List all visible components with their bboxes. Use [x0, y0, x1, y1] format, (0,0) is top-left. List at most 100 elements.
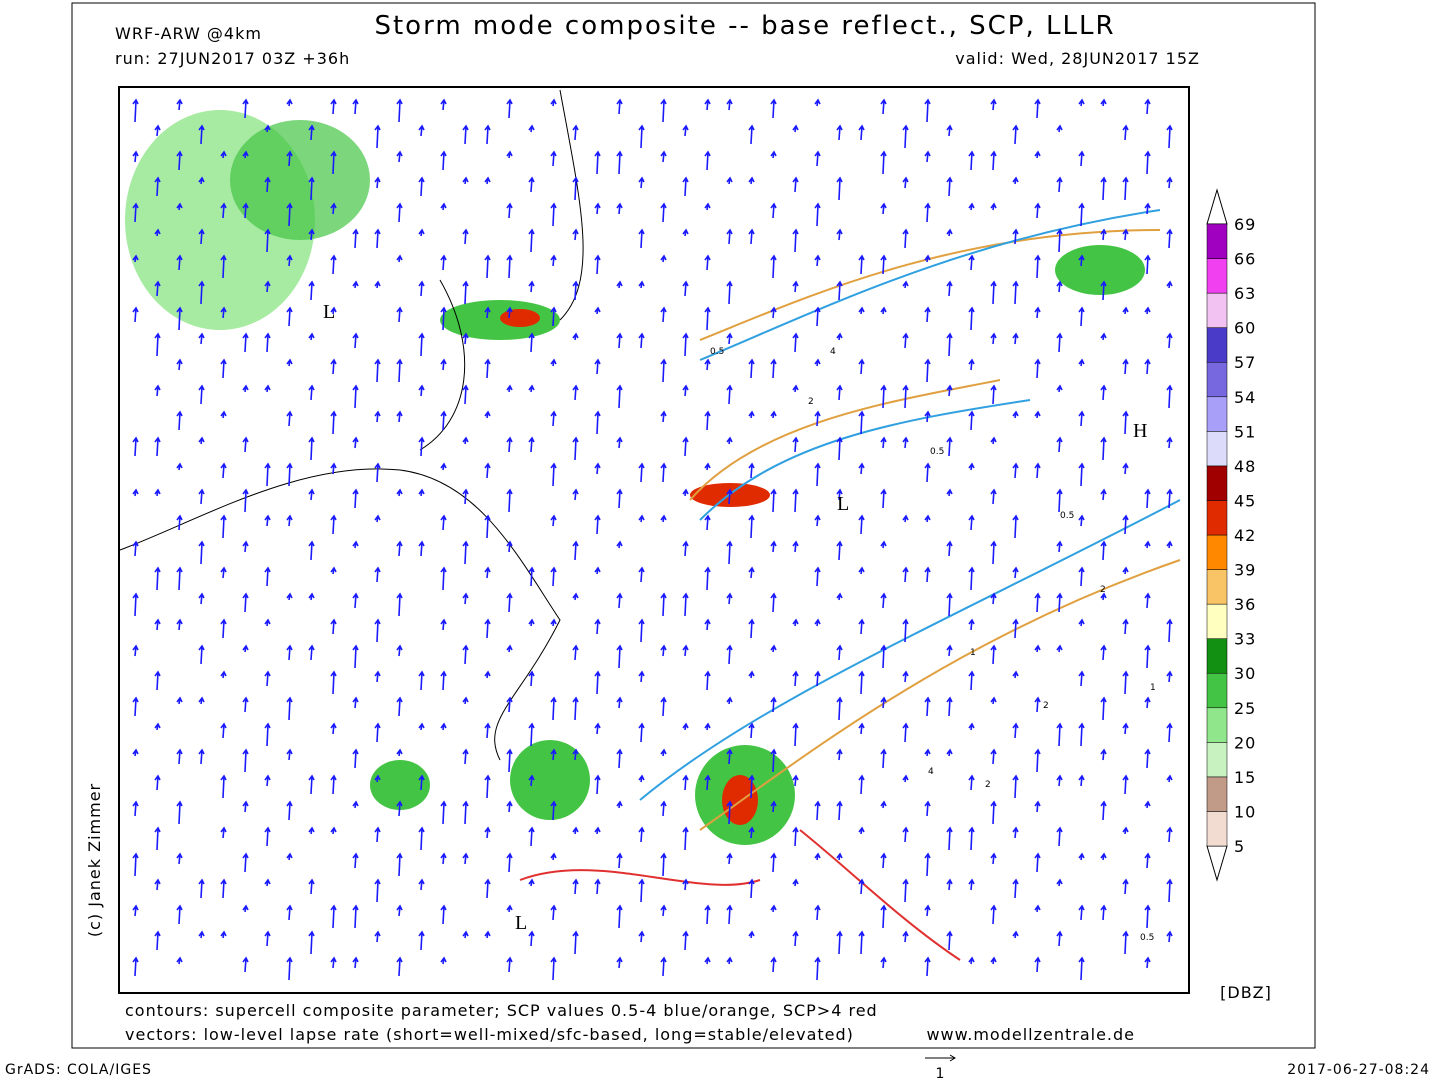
wind-vector	[242, 384, 249, 393]
wind-vector	[726, 748, 733, 765]
wind-vector	[924, 462, 931, 483]
colorbar-end	[1206, 845, 1228, 882]
wind-vector	[924, 150, 931, 163]
wind-vector	[902, 722, 909, 743]
wind-vector	[418, 384, 425, 397]
vectors-note: vectors: low-level lapse rate (short=wel…	[125, 1025, 854, 1044]
wind-vector	[792, 176, 799, 193]
wind-vector	[132, 488, 139, 497]
wind-vector	[352, 488, 359, 509]
wind-vector	[946, 540, 953, 557]
wind-vector	[682, 176, 689, 197]
wind-vector	[440, 514, 447, 531]
wind-vector	[572, 176, 579, 201]
wind-vector	[902, 124, 909, 149]
wind-vector	[440, 566, 447, 591]
run-label: run: 27JUN2017 03Z +36h	[115, 49, 350, 68]
contour-label: 2	[1100, 585, 1106, 595]
wind-vector	[792, 774, 799, 787]
wind-vector	[286, 202, 293, 227]
wind-vector	[352, 904, 359, 929]
wind-vector	[968, 826, 975, 851]
colorbar-label: 39	[1234, 561, 1256, 580]
wind-vector	[638, 670, 645, 683]
wind-vector	[858, 462, 865, 475]
wind-vector	[770, 306, 777, 319]
wind-vector	[792, 722, 799, 747]
wind-vector	[572, 228, 579, 241]
colorbar-end	[1206, 188, 1228, 225]
wind-vector	[308, 930, 315, 955]
wind-vector	[506, 696, 513, 713]
wind-vector	[220, 670, 227, 679]
wind-vector	[748, 514, 755, 539]
wind-vector	[836, 644, 843, 661]
wind-vector	[704, 410, 711, 431]
wind-vector	[704, 514, 711, 531]
wind-vector	[176, 306, 183, 331]
wind-vector	[374, 878, 381, 903]
wind-vector	[836, 930, 843, 955]
wind-vector	[528, 124, 535, 133]
wind-vector	[352, 852, 359, 869]
wind-vector	[726, 800, 733, 825]
wind-vector	[154, 176, 161, 197]
wind-vector	[418, 228, 425, 237]
wind-vector	[1100, 384, 1107, 401]
wind-vector	[770, 696, 777, 713]
wind-vector	[1012, 878, 1019, 899]
wind-vector	[1100, 540, 1107, 561]
wind-vector	[748, 878, 755, 899]
wind-vector	[748, 670, 755, 679]
wind-vector	[660, 696, 667, 717]
wind-vector	[880, 306, 887, 315]
wind-vector	[594, 306, 601, 315]
wind-vector	[1144, 306, 1151, 315]
wind-vector	[814, 566, 821, 587]
wind-vector	[242, 956, 249, 973]
wind-vector	[1078, 774, 1085, 787]
wind-vector	[154, 488, 161, 497]
wind-vector	[572, 436, 579, 461]
colorbar-label: 66	[1234, 250, 1256, 269]
wind-vector	[638, 176, 645, 189]
wind-vector	[176, 696, 183, 705]
colorbar-swatch	[1206, 361, 1228, 398]
wind-vector	[1122, 514, 1129, 535]
wind-vector	[242, 98, 249, 119]
wind-vector	[330, 514, 337, 535]
wind-vector	[330, 202, 337, 215]
wind-vector	[1012, 566, 1019, 579]
wind-vector	[1012, 514, 1019, 539]
wind-vector	[484, 826, 491, 839]
wind-vector	[836, 228, 843, 241]
wind-vector	[1078, 150, 1085, 167]
wind-vector	[968, 150, 975, 171]
wind-vector	[462, 436, 469, 445]
wind-vector	[242, 488, 249, 513]
wind-vector	[1034, 358, 1041, 379]
wind-vector	[594, 774, 601, 795]
wind-vector	[176, 150, 183, 171]
wind-vector	[1056, 436, 1063, 453]
colorbar-swatch	[1206, 707, 1228, 743]
wind-vector	[660, 800, 667, 817]
wind-vector	[946, 488, 953, 497]
wind-vector	[220, 566, 227, 579]
wind-vector	[1122, 826, 1129, 835]
wind-vector	[330, 98, 337, 115]
wind-vector	[704, 358, 711, 371]
wind-vector	[154, 878, 161, 891]
wind-vector	[1034, 150, 1041, 159]
wind-vector	[1122, 462, 1129, 475]
wind-vector	[902, 384, 909, 409]
wind-vector	[198, 228, 205, 245]
wind-vector	[440, 852, 447, 865]
wind-vector	[132, 852, 139, 877]
wind-vector	[638, 826, 645, 843]
wind-vector	[506, 592, 513, 613]
wind-vector	[220, 462, 227, 479]
wind-vector	[1122, 670, 1129, 695]
wind-vector	[506, 904, 513, 913]
wind-vector	[352, 748, 359, 769]
